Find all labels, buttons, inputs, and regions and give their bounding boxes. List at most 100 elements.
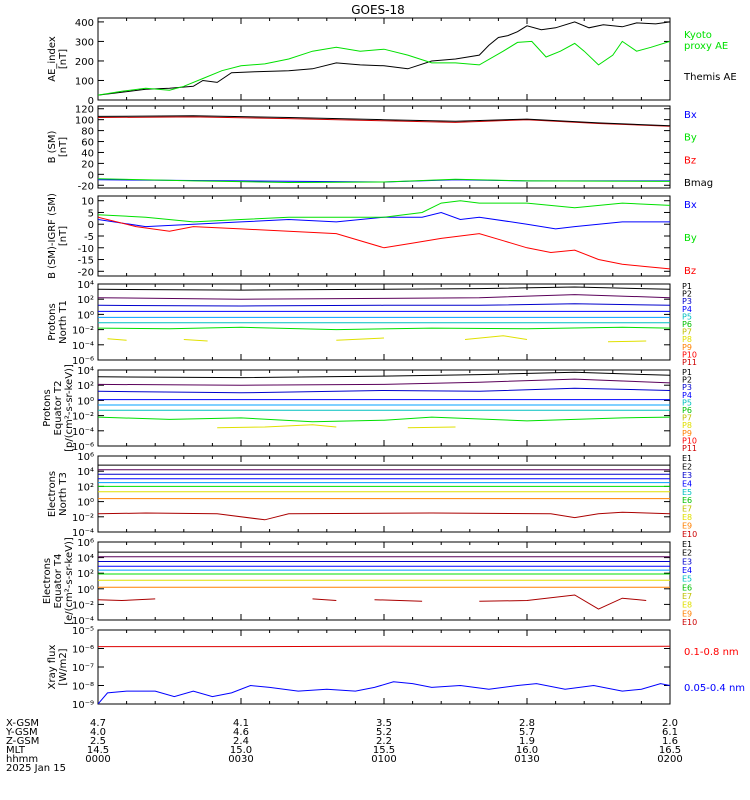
- legend-label: E8: [682, 601, 692, 610]
- y-axis-label: ElectronsNorth T3: [47, 471, 69, 517]
- x-tick-label: 16.5: [659, 745, 681, 756]
- panel-frame: [97, 105, 671, 189]
- y-tick-label: 10²: [77, 381, 94, 392]
- legend-label: P6: [682, 406, 692, 415]
- y-axis-label: B (SM)-IGRF (SM)[nT]: [47, 193, 69, 279]
- x-tick-label: 2.0: [662, 718, 678, 729]
- legend-label: E10: [682, 618, 697, 627]
- y-tick-label: 10⁻⁶: [72, 645, 94, 656]
- x-tick-label: 4.7: [90, 718, 106, 729]
- legend-label: P2: [682, 290, 692, 299]
- series-line: [107, 338, 127, 341]
- y-tick-label: 10⁰: [77, 585, 94, 596]
- series-line: [98, 116, 670, 127]
- panel-frame: [97, 369, 671, 447]
- legend-label: proxy AE: [684, 41, 728, 52]
- series-line: [98, 511, 670, 521]
- series-line: [98, 416, 670, 423]
- series-line: [464, 335, 528, 340]
- x-tick-label: 14.5: [87, 745, 109, 756]
- x-row-label: X-GSM: [6, 718, 39, 729]
- legend-label: 0.05-0.4 nm: [684, 683, 745, 694]
- x-tick-label: 2.5: [90, 736, 106, 747]
- x-tick-label: 2.8: [519, 718, 535, 729]
- x-tick-label: 15.0: [230, 745, 252, 756]
- y-tick-label: 10⁻²: [72, 412, 94, 423]
- panel-p1: 10⁴ 10² 10⁰ 10⁻² 10⁻⁴ 10⁻⁶ ProtonsNorth T1 P1P2…: [47, 280, 697, 367]
- series-line: [217, 424, 337, 429]
- series-line: [98, 40, 670, 96]
- legend-label: P1: [682, 368, 692, 377]
- y-tick-label: 400: [75, 18, 94, 29]
- legend-label: E4: [682, 479, 692, 488]
- legend-label: P10: [682, 436, 697, 445]
- x-tick-label: 0130: [514, 754, 539, 765]
- panel-frame: [97, 17, 671, 101]
- series-line: [98, 21, 670, 96]
- panel-frame: [97, 541, 671, 621]
- y-tick-label: 10⁻⁹: [72, 700, 94, 711]
- series-line: [98, 286, 670, 291]
- y-axis-label: ElectronsEquator T4[e/(cm²-s-sr-keV)]: [42, 537, 75, 625]
- legend-label: Bx: [684, 200, 697, 211]
- y-tick-label: 10⁻⁴: [72, 616, 94, 627]
- series-line: [98, 387, 670, 394]
- panel-frame: [97, 629, 671, 705]
- series-line: [98, 178, 670, 184]
- legend-label: E7: [682, 592, 692, 601]
- x-tick-label: 0000: [85, 754, 110, 765]
- panel-frame: [97, 455, 671, 533]
- y-tick-label: 10⁻⁴: [72, 341, 94, 352]
- legend-label: P6: [682, 320, 692, 329]
- legend-label: E8: [682, 513, 692, 522]
- legend-label: By: [684, 133, 697, 144]
- y-tick-label: 10⁻⁴: [72, 528, 94, 539]
- y-tick-label: 10⁴: [77, 366, 94, 377]
- y-tick-label: -20: [78, 267, 94, 278]
- y-tick-label: 10⁶: [77, 452, 94, 463]
- legend-label: P5: [682, 398, 692, 407]
- legend-label: E4: [682, 566, 692, 575]
- legend-label: P8: [682, 335, 692, 344]
- y-axis-label: ProtonsEquator T2[p/(cm²-s-sr-keV)]: [42, 364, 75, 452]
- y-tick-label: 10⁻⁴: [72, 427, 94, 438]
- legend-label: E5: [682, 575, 692, 584]
- y-tick-label: 10⁻²: [72, 600, 94, 611]
- series-line: [98, 326, 670, 331]
- y-tick-label: -10: [78, 244, 94, 255]
- y-tick-label: 10⁴: [77, 467, 94, 478]
- x-tick-label: 15.5: [373, 745, 395, 756]
- y-tick-label: 0: [88, 170, 94, 181]
- y-tick-label: 10⁻⁸: [72, 682, 94, 693]
- y-axis-label: B (SM)[nT]: [47, 130, 69, 163]
- y-tick-label: 10⁻²: [72, 326, 94, 337]
- legend-label: E9: [682, 609, 692, 618]
- series-line: [479, 594, 647, 610]
- legend-label: Kyoto: [684, 30, 712, 41]
- y-tick-label: 10⁴: [77, 280, 94, 291]
- legend-label: P3: [682, 297, 692, 306]
- x-tick-label: 5.7: [519, 727, 535, 738]
- legend-label: P7: [682, 328, 692, 337]
- legend-label: P9: [682, 429, 692, 438]
- x-row-label: MLT: [6, 745, 26, 756]
- legend-label: P2: [682, 376, 692, 385]
- x-tick-label: 1.6: [662, 736, 678, 747]
- legend-label: E3: [682, 557, 692, 566]
- series-line: [98, 303, 670, 307]
- y-tick-label: 200: [75, 57, 94, 68]
- y-tick-label: 10²: [77, 482, 94, 493]
- legend-label: Themis AE: [683, 72, 737, 83]
- y-tick-label: 100: [75, 76, 94, 87]
- legend-label: Bmag: [684, 178, 713, 189]
- y-tick-label: 10⁰: [77, 498, 94, 509]
- series-line: [374, 599, 423, 602]
- legend-label: P3: [682, 383, 692, 392]
- legend-label: E2: [682, 462, 692, 471]
- legend-label: E2: [682, 549, 692, 558]
- x-tick-label: 5.2: [376, 727, 392, 738]
- y-tick-label: 10⁻⁷: [72, 663, 94, 674]
- legend-label: P4: [682, 305, 692, 314]
